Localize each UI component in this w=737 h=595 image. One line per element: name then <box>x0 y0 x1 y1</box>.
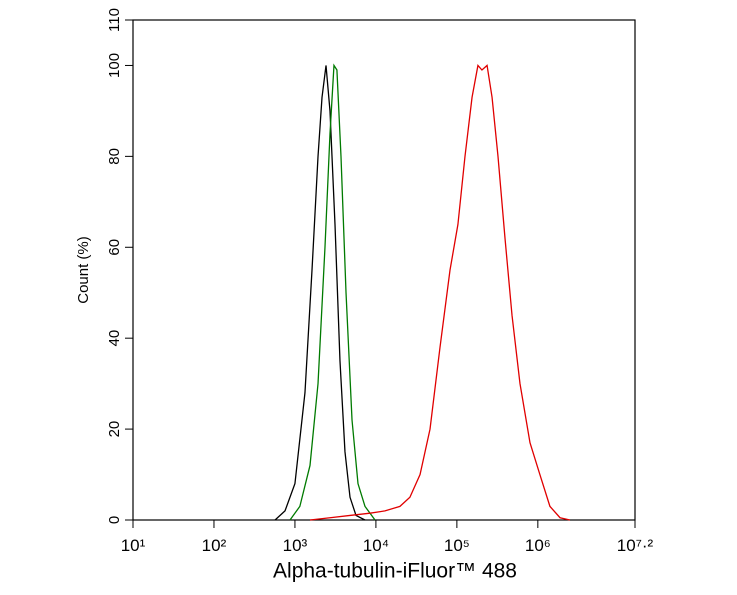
x-tick-label: 10⁷·² <box>617 536 654 555</box>
y-tick-label: 0 <box>106 516 123 524</box>
histogram-line <box>309 64 571 521</box>
plot-frame <box>132 19 636 521</box>
x-tick-label: 10¹ <box>121 536 146 555</box>
x-tick-label: 10⁶ <box>525 536 551 555</box>
x-tick-label: 10² <box>202 536 227 555</box>
histogram-line <box>289 63 376 521</box>
x-tick-label: 10⁴ <box>363 536 389 555</box>
y-tick-label: 20 <box>106 421 123 438</box>
y-tick-label: 110 <box>106 8 123 32</box>
x-tick-label: 10⁵ <box>444 536 470 555</box>
histogram-line <box>274 65 366 521</box>
x-tick-label: 10³ <box>283 536 308 555</box>
y-tick-label: 100 <box>106 53 123 78</box>
y-axis-title: Count (%) <box>75 236 92 304</box>
y-tick-label: 60 <box>106 239 123 256</box>
y-tick-label: 40 <box>106 330 123 347</box>
x-axis-title: Alpha-tubulin-iFluor™ 488 <box>273 560 517 583</box>
y-tick-label: 80 <box>106 148 123 165</box>
